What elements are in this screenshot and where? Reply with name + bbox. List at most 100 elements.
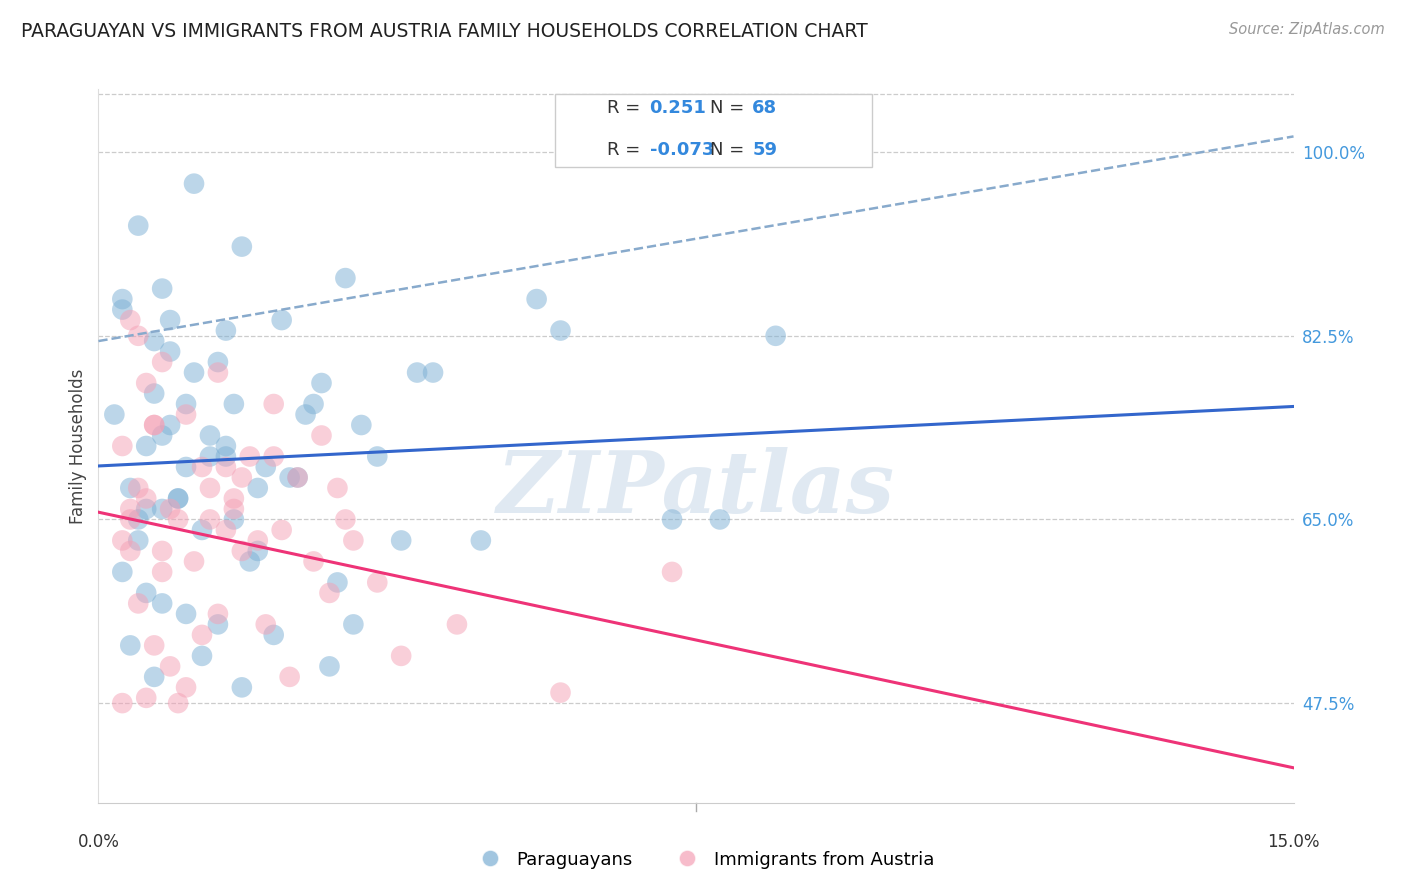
Point — [661, 565, 683, 579]
Point — [278, 470, 301, 484]
Point — [246, 533, 269, 548]
Point — [167, 491, 190, 506]
Point — [254, 617, 277, 632]
Point — [191, 628, 214, 642]
Text: 68: 68 — [752, 99, 778, 117]
Point — [167, 491, 190, 506]
Text: PARAGUAYAN VS IMMIGRANTS FROM AUSTRIA FAMILY HOUSEHOLDS CORRELATION CHART: PARAGUAYAN VS IMMIGRANTS FROM AUSTRIA FA… — [21, 22, 868, 41]
Point — [263, 450, 285, 464]
Point — [198, 450, 221, 464]
Point — [389, 533, 412, 548]
Point — [143, 334, 166, 348]
Point — [215, 523, 238, 537]
Point — [318, 586, 340, 600]
Point — [302, 397, 325, 411]
Point — [311, 376, 333, 390]
Point — [150, 565, 173, 579]
Point — [198, 512, 221, 526]
Point — [150, 596, 173, 610]
Point — [198, 481, 221, 495]
Text: -0.073: -0.073 — [650, 141, 714, 159]
Point — [159, 502, 181, 516]
Point — [326, 481, 349, 495]
Point — [150, 502, 173, 516]
Point — [174, 408, 197, 422]
Point — [143, 386, 166, 401]
Point — [150, 544, 173, 558]
Point — [111, 439, 134, 453]
Point — [127, 219, 149, 233]
Point — [191, 460, 214, 475]
Text: ZIPatlas: ZIPatlas — [496, 447, 896, 531]
Point — [120, 639, 142, 653]
Point — [174, 397, 197, 411]
Point — [159, 659, 181, 673]
Point — [231, 544, 253, 558]
Point — [765, 328, 787, 343]
Point — [111, 292, 134, 306]
Point — [120, 544, 142, 558]
Point — [231, 239, 253, 253]
Point — [311, 428, 333, 442]
Point — [470, 533, 492, 548]
Point — [135, 376, 157, 390]
Point — [120, 502, 142, 516]
Point — [709, 512, 731, 526]
Point — [215, 324, 238, 338]
Point — [222, 502, 245, 516]
Point — [174, 460, 197, 475]
Point — [120, 481, 142, 495]
Point — [550, 324, 572, 338]
Point — [270, 523, 292, 537]
Point — [120, 512, 142, 526]
Point — [127, 596, 149, 610]
Point — [198, 428, 221, 442]
Point — [191, 648, 214, 663]
Point — [526, 292, 548, 306]
Point — [103, 408, 125, 422]
Point — [183, 554, 205, 568]
Point — [159, 313, 181, 327]
Point — [350, 417, 373, 432]
Point — [263, 397, 285, 411]
Point — [111, 696, 134, 710]
Point — [127, 533, 149, 548]
Point — [326, 575, 349, 590]
Text: N =: N = — [710, 141, 749, 159]
Point — [183, 177, 205, 191]
Point — [231, 470, 253, 484]
Point — [661, 512, 683, 526]
Point — [183, 366, 205, 380]
Point — [366, 450, 388, 464]
Point — [422, 366, 444, 380]
Legend: Paraguayans, Immigrants from Austria: Paraguayans, Immigrants from Austria — [464, 844, 942, 876]
Point — [135, 502, 157, 516]
Point — [167, 696, 190, 710]
Point — [191, 523, 214, 537]
Point — [294, 408, 316, 422]
Point — [222, 491, 245, 506]
Point — [254, 460, 277, 475]
Point — [550, 685, 572, 699]
Point — [120, 313, 142, 327]
Point — [127, 481, 149, 495]
Point — [174, 607, 197, 621]
Point — [127, 328, 149, 343]
Point — [366, 575, 388, 590]
Text: Source: ZipAtlas.com: Source: ZipAtlas.com — [1229, 22, 1385, 37]
Point — [150, 355, 173, 369]
Point — [246, 544, 269, 558]
Point — [215, 439, 238, 453]
Point — [207, 366, 229, 380]
Point — [335, 512, 357, 526]
Point — [342, 533, 364, 548]
Point — [231, 681, 253, 695]
Point — [135, 439, 157, 453]
Point — [215, 450, 238, 464]
Point — [389, 648, 412, 663]
Text: 15.0%: 15.0% — [1267, 833, 1320, 851]
Point — [150, 282, 173, 296]
Point — [150, 428, 173, 442]
Point — [270, 313, 292, 327]
Point — [174, 681, 197, 695]
